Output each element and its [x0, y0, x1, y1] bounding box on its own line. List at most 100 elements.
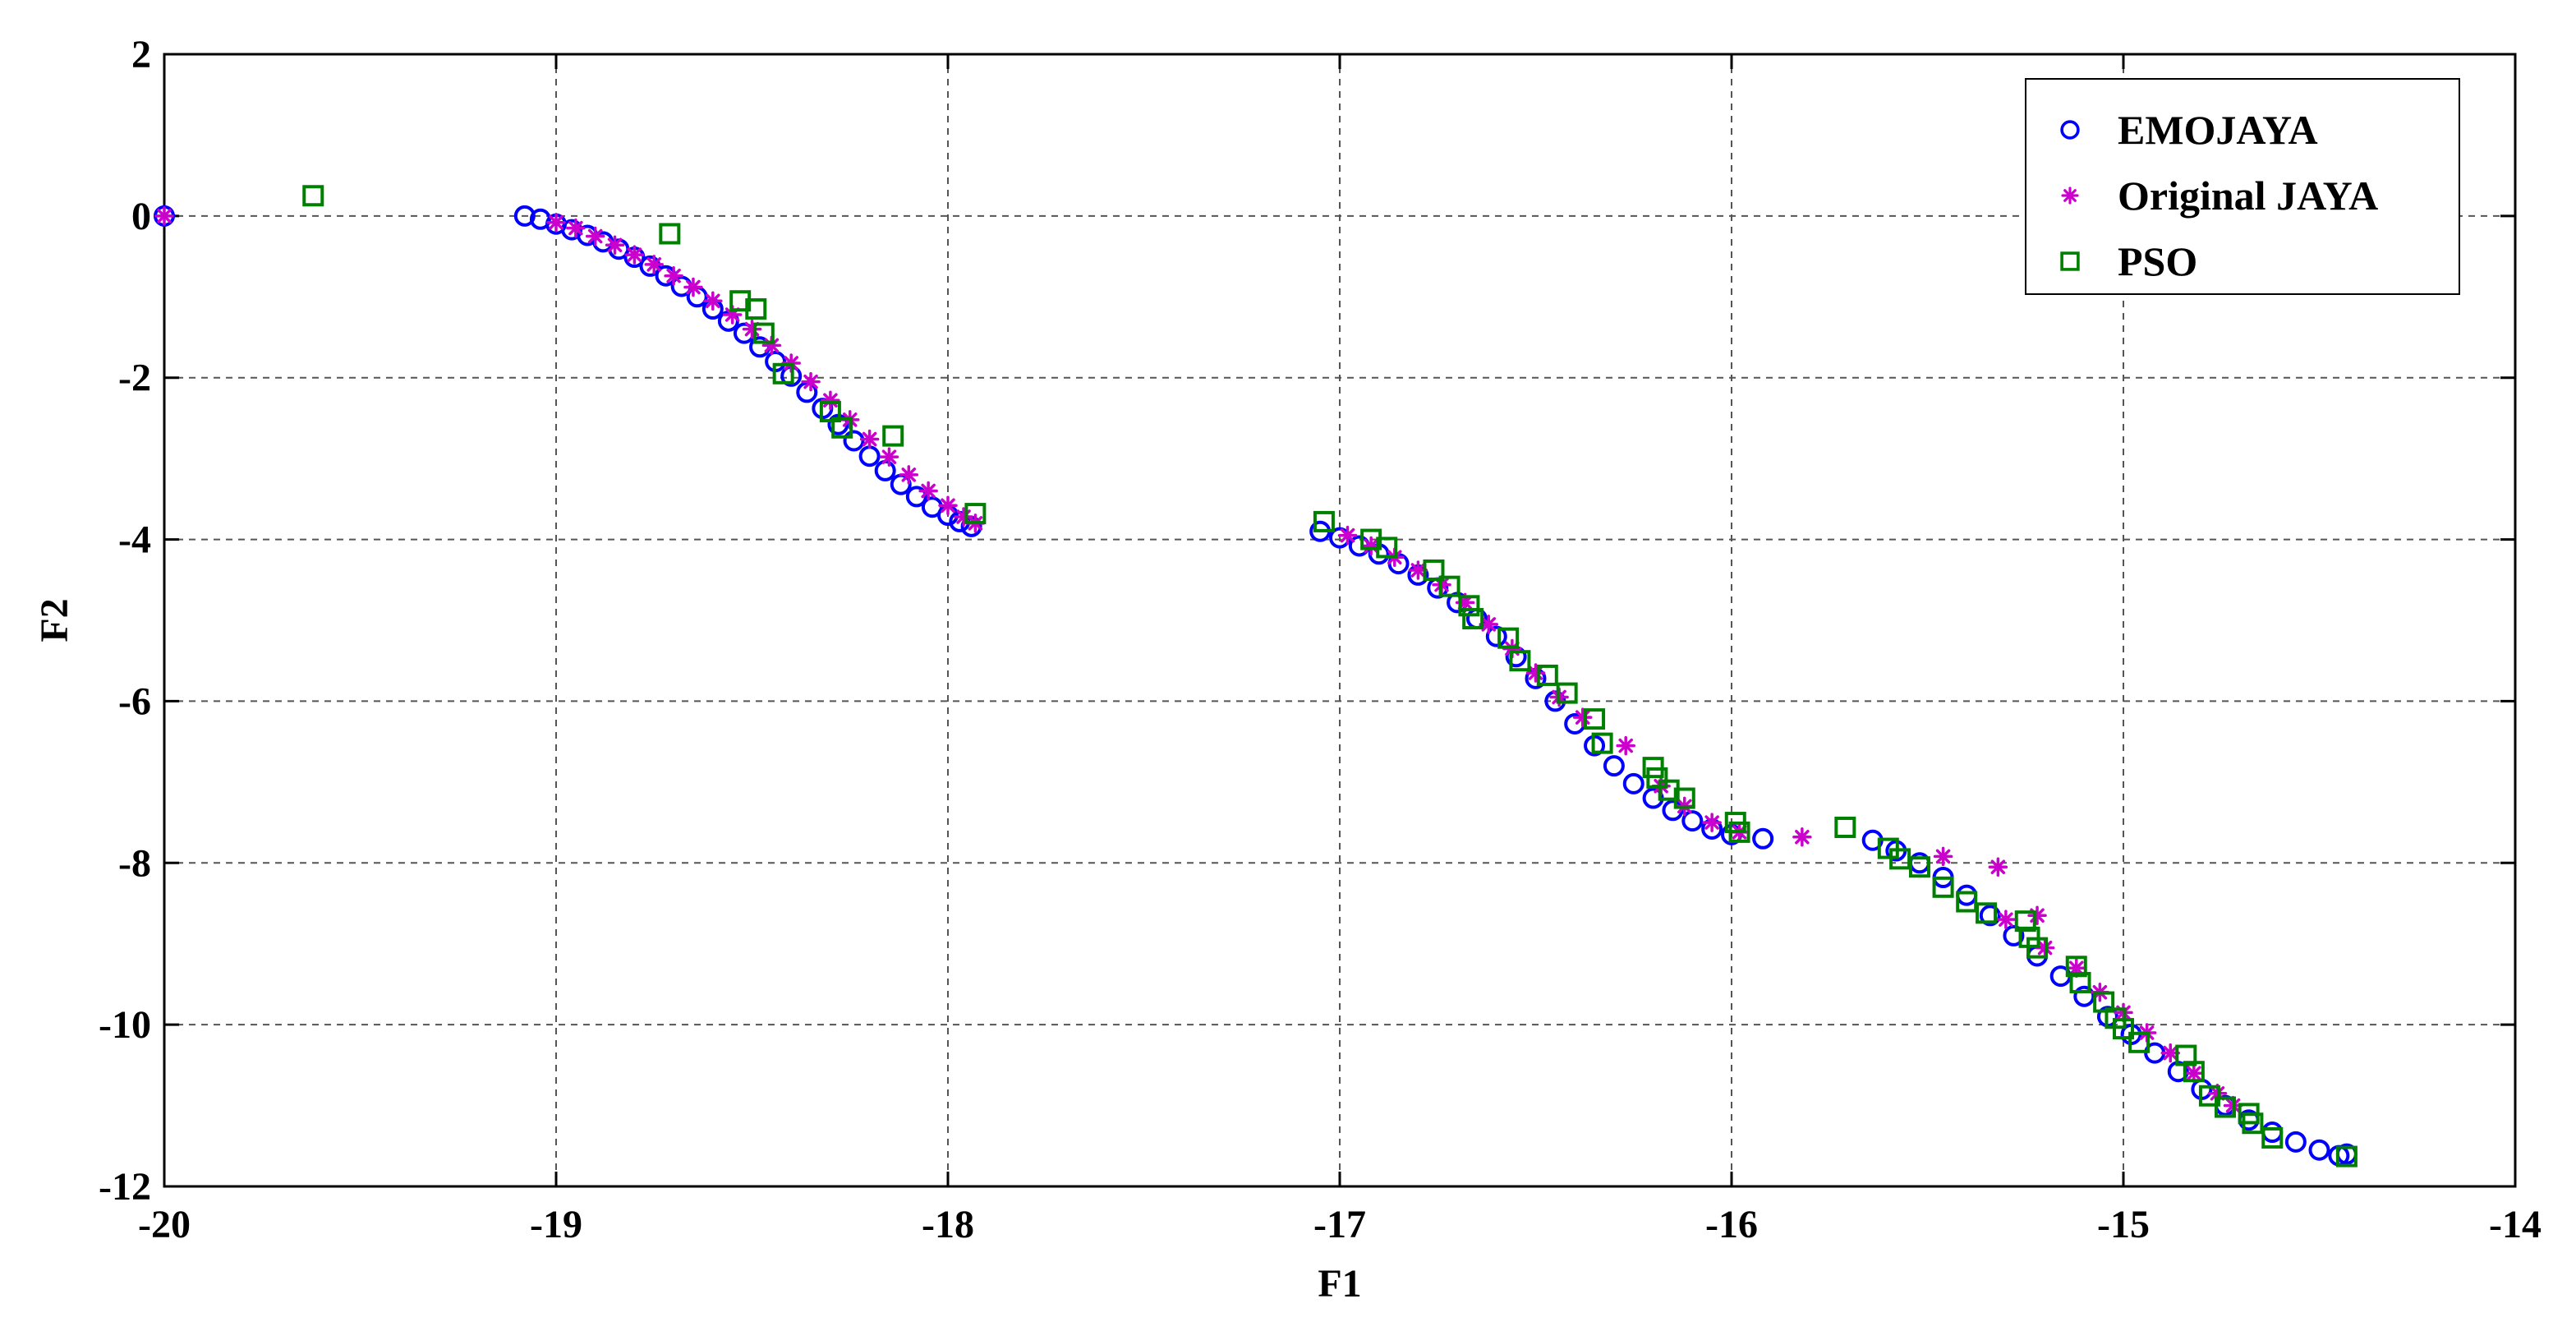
data-point — [1584, 708, 1606, 730]
data-point — [1509, 650, 1531, 672]
star-stroke — [1999, 912, 2013, 927]
star-stroke — [941, 498, 955, 513]
data-point — [1591, 732, 1613, 754]
legend-marker — [2061, 187, 2079, 205]
y-tick-label: -4 — [118, 518, 151, 562]
data-point — [905, 486, 927, 508]
star-stroke — [587, 228, 603, 244]
data-point — [683, 277, 703, 297]
data-point — [772, 362, 794, 385]
data-point — [1956, 891, 1978, 913]
legend-label: Original JAYA — [2118, 173, 2378, 219]
data-point — [2093, 991, 2115, 1013]
data-point — [1976, 902, 1998, 924]
y-tick-label: -12 — [99, 1165, 151, 1209]
data-point — [1728, 821, 1750, 843]
star-stroke — [1410, 563, 1426, 578]
star-stroke — [1340, 527, 1355, 543]
data-point — [1603, 755, 1625, 777]
data-point — [745, 298, 767, 320]
x-tick-label: -19 — [530, 1203, 582, 1246]
data-point — [639, 255, 661, 277]
data-point — [1438, 575, 1460, 597]
star-stroke — [1481, 617, 1497, 632]
legend-marker — [2060, 251, 2080, 271]
x-tick-label: -14 — [2489, 1203, 2542, 1246]
star-stroke — [2163, 1045, 2178, 1061]
star-stroke — [568, 220, 583, 236]
data-point — [819, 401, 841, 423]
y-tick-label: 0 — [131, 195, 151, 238]
star-stroke — [881, 449, 897, 464]
data-point — [664, 265, 683, 286]
data-points-layer — [154, 185, 2358, 1168]
data-point — [2261, 1121, 2284, 1144]
legend-label: EMOJAYA — [2118, 107, 2318, 153]
star-stroke — [1704, 815, 1719, 830]
data-point — [938, 495, 958, 515]
data-point — [1423, 559, 1445, 581]
data-point — [821, 390, 840, 411]
data-point — [2242, 1112, 2264, 1135]
axes-layer: -20 -19 -18 -17 -16 -15 -14 2 0 -2 -4 -6 -8 -10 -12 — [99, 33, 2542, 1246]
series-pso — [302, 185, 2358, 1168]
data-point — [1908, 856, 1930, 878]
star-stroke — [2187, 1066, 2201, 1080]
data-point — [1536, 664, 1558, 686]
star-stroke — [921, 483, 936, 499]
data-point — [964, 503, 987, 525]
legend-marker — [2060, 120, 2080, 140]
data-point — [1996, 910, 2016, 929]
data-point — [1485, 625, 1507, 647]
data-point — [1792, 827, 1812, 847]
star-stroke — [706, 293, 720, 308]
data-point — [1979, 905, 2001, 927]
data-point — [1988, 857, 2008, 877]
star-stroke — [157, 209, 172, 223]
data-point — [1834, 816, 1856, 838]
data-point — [1702, 813, 1722, 832]
star-stroke — [686, 279, 701, 295]
data-point — [882, 425, 904, 447]
data-point — [2335, 1145, 2358, 1168]
series-original-jaya — [154, 206, 2243, 1116]
x-axis-label: F1 — [1318, 1262, 1361, 1306]
data-point — [1313, 510, 1335, 532]
x-tick-label: -18 — [922, 1203, 974, 1246]
data-point — [154, 206, 174, 226]
data-point — [2065, 956, 2087, 978]
y-tick-label: 2 — [131, 33, 151, 76]
data-point — [1681, 810, 1704, 832]
data-point — [831, 417, 853, 439]
star-stroke — [2069, 960, 2084, 975]
data-point — [2128, 1031, 2150, 1053]
data-point — [605, 235, 625, 256]
data-point — [1646, 767, 1668, 789]
x-tick-label: -20 — [138, 1203, 191, 1246]
data-point — [879, 447, 899, 467]
data-point — [2027, 905, 2047, 926]
star-stroke — [901, 467, 917, 482]
data-point — [752, 322, 775, 344]
data-point — [1572, 707, 1593, 727]
data-point — [659, 223, 681, 245]
series-emojaya — [154, 205, 2358, 1167]
data-point — [1956, 884, 1978, 906]
data-point — [1622, 772, 1644, 794]
data-point — [1933, 846, 1953, 867]
data-point — [2113, 1018, 2134, 1040]
star-stroke — [646, 257, 661, 272]
data-point — [796, 381, 818, 403]
data-point — [843, 430, 865, 452]
data-point — [513, 205, 536, 227]
data-point — [2183, 1061, 2205, 1083]
data-point — [2198, 1085, 2220, 1107]
star-stroke — [2063, 189, 2077, 202]
data-point — [644, 255, 664, 274]
data-point — [2026, 937, 2049, 959]
star-stroke — [627, 247, 642, 262]
data-point — [1673, 787, 1695, 809]
star-stroke — [666, 268, 681, 283]
legend: EMOJAYA Original JAYA PSO — [2025, 78, 2460, 295]
